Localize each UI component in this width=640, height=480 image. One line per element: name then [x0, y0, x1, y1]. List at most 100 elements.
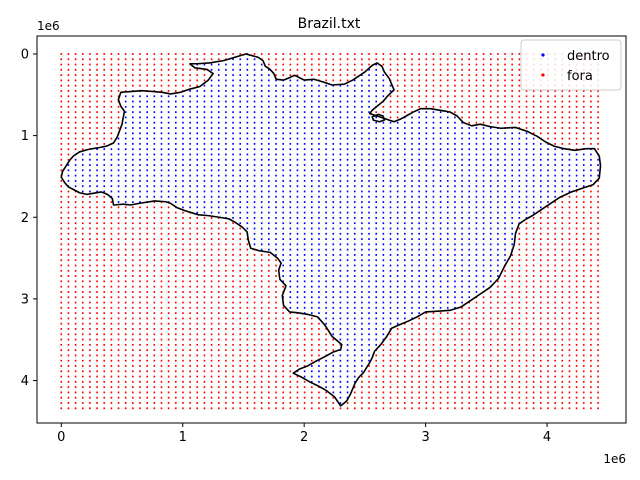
point-fora: [497, 338, 499, 341]
point-fora: [461, 396, 463, 399]
point-dentro: [303, 291, 306, 293]
point-dentro: [296, 185, 299, 188]
point-dentro: [67, 179, 70, 182]
point-fora: [117, 296, 120, 299]
point-dentro: [260, 190, 263, 193]
point-dentro: [425, 254, 428, 256]
point-dentro: [461, 179, 463, 182]
point-fora: [575, 354, 578, 357]
point-fora: [432, 365, 435, 367]
point-fora: [60, 375, 63, 378]
point-fora: [540, 227, 542, 230]
point-fora: [96, 74, 98, 77]
point-dentro: [468, 217, 471, 219]
point-dentro: [196, 179, 199, 182]
point-dentro: [361, 84, 363, 87]
point-dentro: [368, 137, 370, 140]
point-fora: [353, 407, 356, 410]
point-fora: [110, 217, 113, 219]
point-dentro: [189, 137, 191, 140]
point-dentro: [325, 164, 327, 166]
point-fora: [232, 306, 234, 309]
point-fora: [518, 74, 521, 77]
point-fora: [81, 359, 84, 362]
point-dentro: [461, 275, 463, 277]
point-fora: [167, 68, 170, 71]
point-dentro: [275, 116, 277, 119]
point-dentro: [303, 179, 306, 182]
point-fora: [132, 217, 134, 219]
point-dentro: [411, 195, 413, 198]
point-fora: [103, 201, 106, 203]
point-dentro: [253, 111, 256, 114]
point-fora: [110, 333, 113, 336]
point-dentro: [339, 227, 342, 230]
point-dentro: [375, 211, 377, 214]
point-fora: [489, 116, 492, 119]
point-fora: [175, 291, 177, 293]
point-fora: [260, 370, 263, 373]
point-fora: [525, 238, 528, 240]
point-dentro: [404, 285, 406, 288]
point-dentro: [361, 132, 363, 135]
point-fora: [96, 291, 98, 293]
point-fora: [139, 79, 141, 82]
point-fora: [153, 370, 156, 373]
point-dentro: [182, 174, 184, 177]
point-dentro: [532, 153, 535, 156]
point-fora: [268, 391, 270, 394]
point-fora: [182, 238, 184, 240]
point-dentro: [196, 153, 199, 156]
point-fora: [439, 402, 442, 404]
point-fora: [446, 349, 449, 352]
point-dentro: [368, 169, 370, 172]
point-dentro: [339, 275, 342, 277]
point-dentro: [253, 153, 256, 156]
point-dentro: [475, 132, 478, 135]
point-fora: [296, 317, 299, 320]
point-fora: [124, 264, 127, 267]
point-fora: [96, 63, 98, 66]
point-fora: [418, 391, 420, 394]
point-fora: [568, 195, 571, 198]
point-fora: [96, 68, 98, 71]
point-fora: [110, 396, 113, 399]
point-fora: [296, 391, 299, 394]
point-fora: [461, 105, 463, 108]
point-fora: [89, 301, 91, 304]
point-dentro: [318, 116, 320, 119]
point-fora: [282, 338, 284, 341]
point-dentro: [497, 158, 499, 161]
point-fora: [103, 206, 106, 209]
point-dentro: [389, 291, 392, 293]
point-dentro: [289, 238, 292, 240]
point-fora: [139, 68, 141, 71]
point-fora: [425, 349, 428, 352]
point-fora: [454, 84, 456, 87]
point-fora: [60, 317, 63, 320]
point-dentro: [303, 100, 306, 103]
point-dentro: [482, 264, 485, 267]
point-fora: [96, 58, 98, 61]
point-fora: [482, 296, 485, 299]
point-fora: [196, 338, 199, 341]
point-fora: [268, 296, 270, 299]
point-dentro: [210, 195, 213, 198]
point-fora: [260, 280, 263, 283]
point-dentro: [132, 195, 134, 198]
point-dentro: [353, 195, 356, 198]
point-fora: [396, 375, 399, 378]
point-fora: [568, 238, 571, 240]
point-dentro: [482, 232, 485, 235]
point-dentro: [489, 148, 492, 151]
point-dentro: [389, 211, 392, 214]
point-fora: [454, 312, 456, 315]
point-dentro: [346, 95, 349, 98]
point-dentro: [389, 201, 392, 203]
point-fora: [117, 63, 120, 66]
point-dentro: [461, 301, 463, 304]
point-fora: [518, 291, 521, 293]
point-fora: [175, 285, 177, 288]
point-dentro: [282, 84, 284, 87]
point-dentro: [260, 174, 263, 177]
